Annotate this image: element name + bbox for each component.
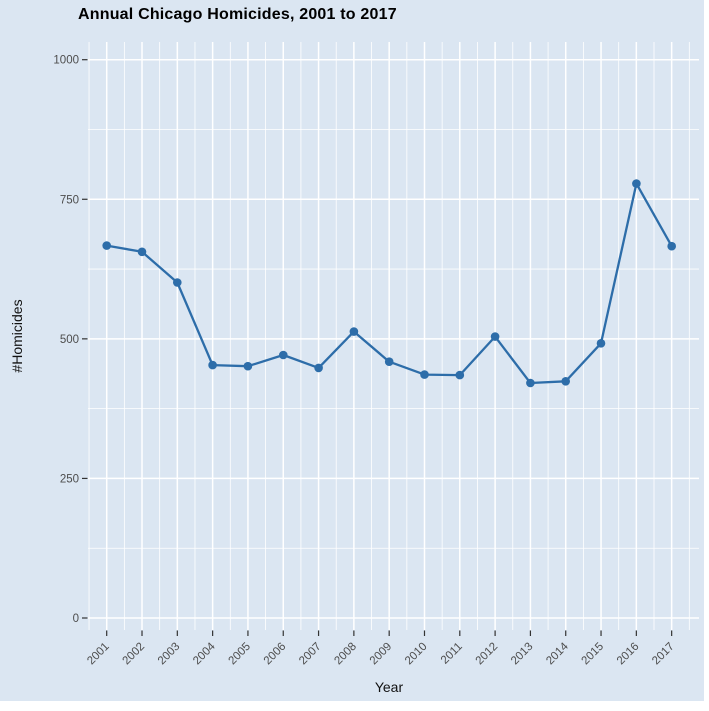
data-point bbox=[420, 370, 429, 379]
data-point bbox=[561, 377, 570, 386]
figure-background bbox=[0, 0, 704, 701]
x-tick-label: 2013 bbox=[509, 641, 536, 668]
x-tick-label: 2014 bbox=[544, 640, 571, 667]
x-tick-label: 2004 bbox=[191, 640, 218, 667]
data-point bbox=[596, 339, 606, 348]
data-point bbox=[173, 278, 182, 287]
x-tick-label: 2007 bbox=[297, 641, 324, 668]
x-tick-label: 2011 bbox=[439, 641, 465, 667]
x-tick-label: 2012 bbox=[474, 641, 501, 668]
y-tick-label: 1000 bbox=[53, 55, 79, 67]
data-point bbox=[243, 361, 253, 371]
x-tick-label: 2006 bbox=[262, 641, 289, 668]
x-tick-label: 2008 bbox=[332, 641, 359, 668]
x-axis-title: Year bbox=[374, 679, 404, 695]
data-point bbox=[279, 350, 288, 360]
x-tick-label: 2003 bbox=[156, 641, 183, 668]
x-tick-label: 2005 bbox=[226, 641, 253, 668]
data-point bbox=[102, 241, 111, 250]
x-tick-label: 2001 bbox=[85, 641, 112, 668]
data-point bbox=[314, 363, 323, 373]
data-point bbox=[384, 357, 394, 367]
data-point bbox=[526, 378, 535, 388]
y-tick-label: 0 bbox=[73, 613, 79, 625]
x-tick-label: 2017 bbox=[650, 641, 677, 668]
data-point bbox=[632, 179, 641, 188]
chart-title: Annual Chicago Homicides, 2001 to 2017 bbox=[78, 6, 397, 23]
data-point bbox=[208, 360, 217, 370]
y-axis-title: #Homicides bbox=[9, 299, 25, 373]
x-tick-label: 2010 bbox=[403, 641, 430, 668]
data-point bbox=[349, 327, 359, 336]
data-point bbox=[455, 370, 465, 380]
x-tick-label: 2002 bbox=[121, 641, 148, 668]
x-tick-label: 2015 bbox=[580, 641, 607, 668]
data-point bbox=[137, 247, 147, 257]
data-point bbox=[490, 332, 500, 341]
data-point bbox=[667, 241, 676, 251]
y-tick-label: 250 bbox=[60, 473, 79, 485]
x-tick-label: 2016 bbox=[615, 641, 642, 668]
y-tick-label: 500 bbox=[60, 334, 79, 346]
x-tick-label: 2009 bbox=[368, 641, 395, 668]
y-tick-label: 750 bbox=[60, 194, 79, 206]
